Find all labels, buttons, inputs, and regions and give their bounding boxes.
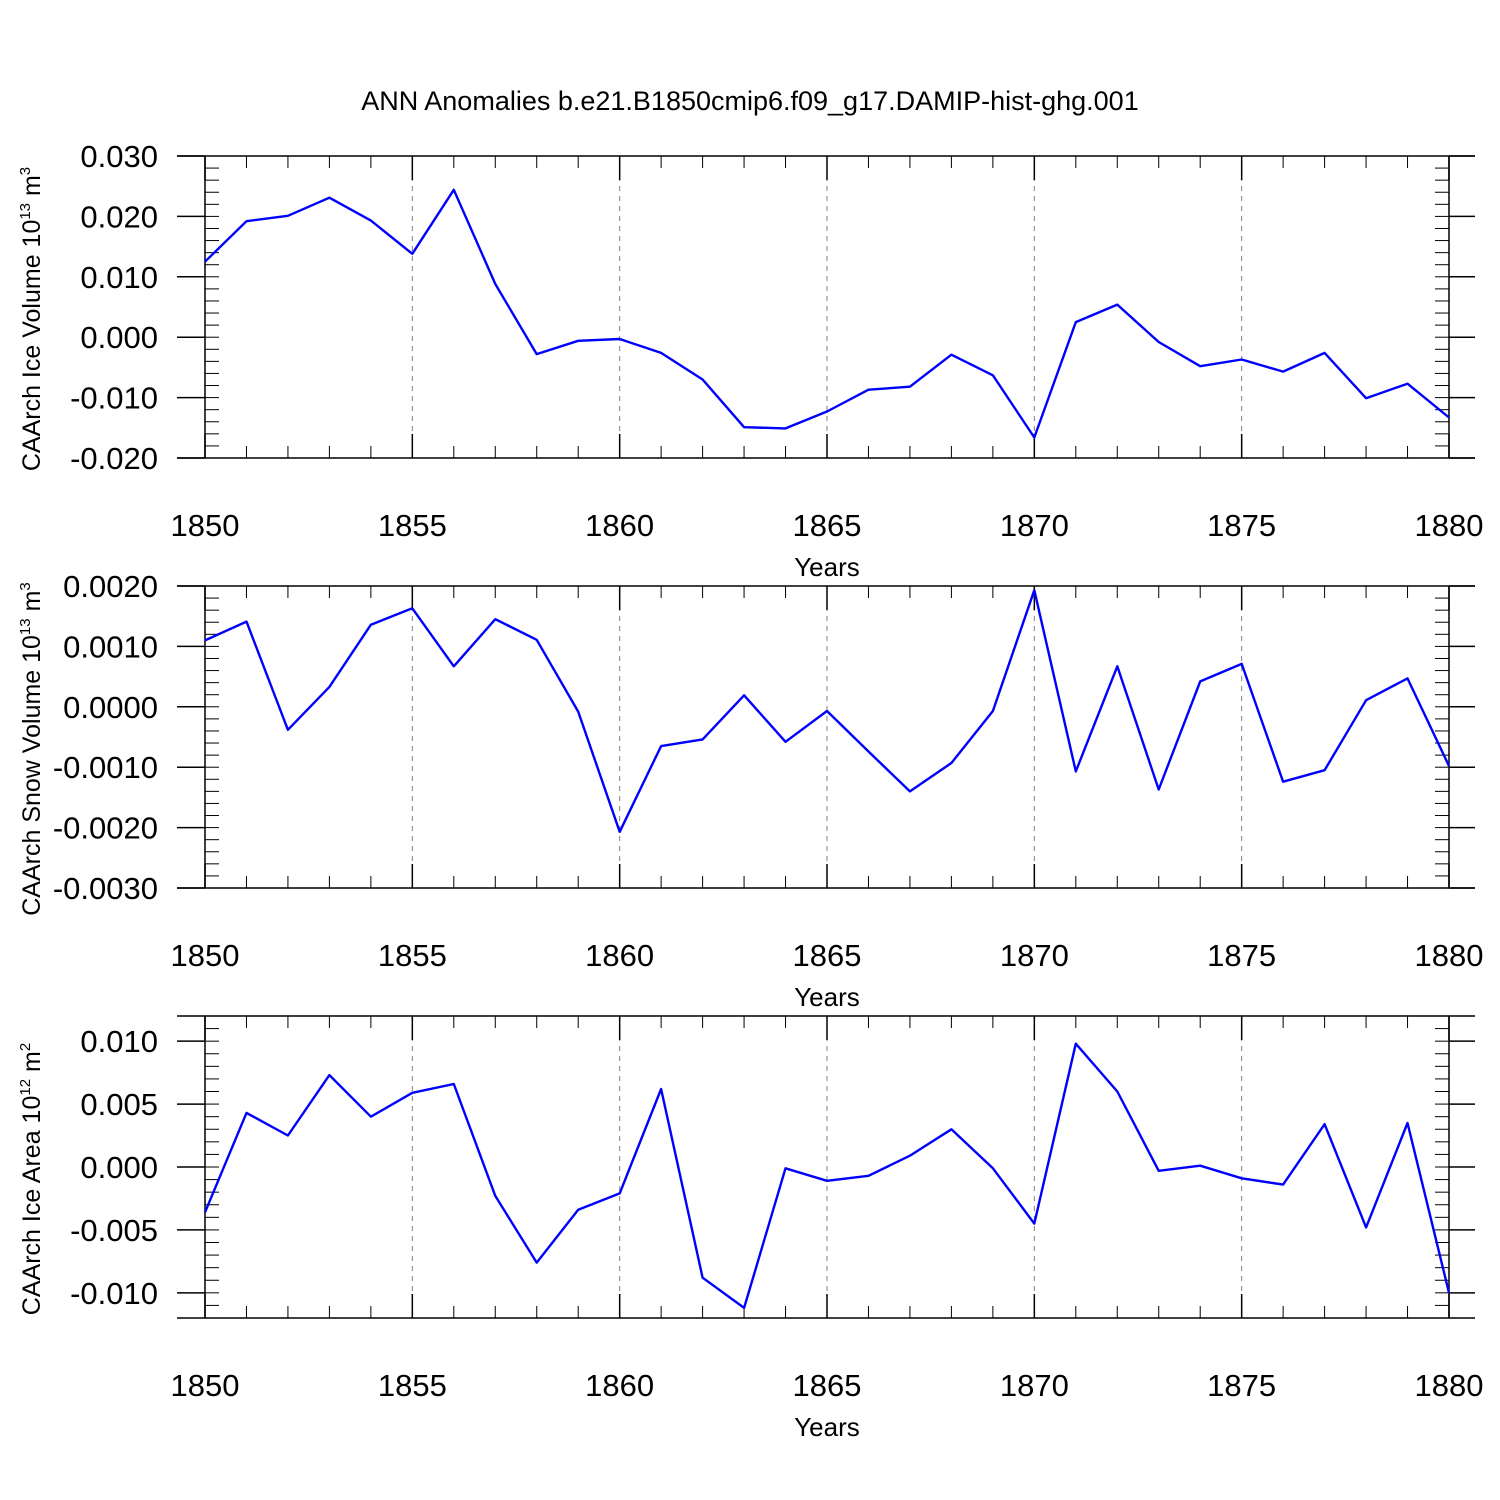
data-series-line <box>203 1042 1451 1310</box>
x-tick-label: 1855 <box>378 508 447 543</box>
y-tick-label: -0.020 <box>70 441 158 476</box>
y-tick-label: 0.005 <box>80 1087 158 1122</box>
x-tick-label: 1855 <box>378 938 447 973</box>
y-axis-label: CAArch Ice Area 1012 m2 <box>17 1043 46 1315</box>
y-tick-label: -0.010 <box>70 1276 158 1311</box>
x-tick-label: 1870 <box>1000 508 1069 543</box>
y-tick-label: 0.000 <box>80 320 158 355</box>
x-tick-label: 1870 <box>1000 1368 1069 1403</box>
data-series-line <box>204 589 1451 833</box>
y-axis-label: CAArch Ice Volume 1013 m3 <box>17 167 46 471</box>
x-tick-label: 1850 <box>171 508 240 543</box>
x-tick-label: 1880 <box>1415 1368 1484 1403</box>
x-tick-label: 1860 <box>585 1368 654 1403</box>
x-tick-label: 1875 <box>1207 1368 1276 1403</box>
x-tick-label: 1865 <box>793 938 862 973</box>
x-tick-label: 1880 <box>1415 508 1484 543</box>
y-tick-label: 0.0020 <box>63 569 158 604</box>
x-tick-label: 1880 <box>1415 938 1484 973</box>
x-tick-label: 1875 <box>1207 938 1276 973</box>
chart-panel-1: 0.030 0.020 0.010 0.000 -0.010 -0.020 1850 1855… <box>17 139 1483 582</box>
x-tick-label: 1860 <box>585 508 654 543</box>
y-tick-label: 0.010 <box>80 260 158 295</box>
y-tick-label: 0.010 <box>80 1024 158 1059</box>
x-tick-label: 1865 <box>793 1368 862 1403</box>
y-tick-label: 0.0000 <box>63 690 158 725</box>
x-tick-label: 1870 <box>1000 938 1069 973</box>
y-tick-label: 0.020 <box>80 199 158 234</box>
x-tick-label: 1850 <box>171 1368 240 1403</box>
x-tick-label: 1865 <box>793 508 862 543</box>
data-series-line <box>204 188 1450 439</box>
x-tick-label: 1850 <box>171 938 240 973</box>
x-axis-label: Years <box>794 1412 860 1442</box>
chart-panel-2: 0.0020 0.0010 0.0000 -0.0010 -0.0020 -0.0030 1… <box>17 569 1483 1012</box>
y-tick-label: -0.005 <box>70 1213 158 1248</box>
x-axis-label: Years <box>794 552 860 582</box>
y-axis-label: CAArch Snow Volume 1013 m3 <box>17 582 46 916</box>
x-tick-label: 1875 <box>1207 508 1276 543</box>
figure-title: ANN Anomalies b.e21.B1850cmip6.f09_g17.D… <box>361 86 1138 116</box>
x-tick-label: 1855 <box>378 1368 447 1403</box>
x-tick-label: 1860 <box>585 938 654 973</box>
y-tick-label: -0.010 <box>70 381 158 416</box>
x-axis-label: Years <box>794 982 860 1012</box>
y-tick-label: -0.0020 <box>53 811 158 846</box>
y-tick-label: 0.030 <box>80 139 158 174</box>
y-tick-label: -0.0010 <box>53 750 158 785</box>
y-tick-label: -0.0030 <box>53 871 158 906</box>
chart-panel-3: 0.010 0.005 0.000 -0.005 -0.010 1850 1855 1860 1… <box>17 1015 1484 1442</box>
y-tick-label: 0.000 <box>80 1150 158 1185</box>
y-tick-label: 0.0010 <box>63 629 158 664</box>
